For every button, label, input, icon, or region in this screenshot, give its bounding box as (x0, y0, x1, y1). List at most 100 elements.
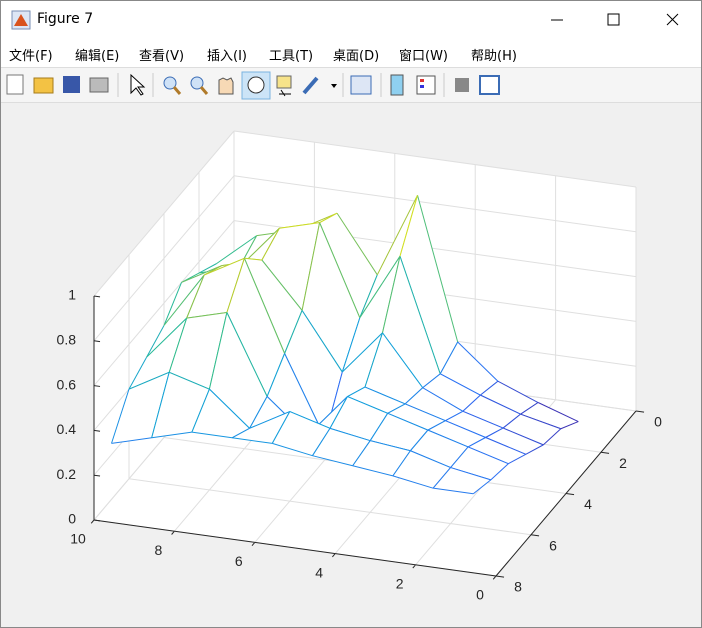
mesh-edge (191, 388, 210, 433)
grid-line (233, 175, 637, 233)
mesh-edge (352, 440, 371, 467)
mesh-edge (341, 332, 383, 373)
mesh-face (392, 450, 451, 489)
mesh-edge (404, 387, 424, 405)
window-title: Figure 7 (37, 11, 94, 27)
mesh-edge (226, 312, 268, 397)
x-tick (171, 530, 175, 535)
mesh-face (485, 428, 544, 455)
mesh-edge (422, 373, 441, 389)
mesh-edge (370, 440, 411, 452)
x-tick-label: 4 (315, 564, 323, 580)
y-tick-label: 8 (514, 579, 522, 595)
y-tick (565, 493, 575, 496)
grid-line (93, 175, 235, 342)
mesh-edge (312, 455, 353, 467)
mesh-edge (439, 341, 459, 375)
mesh-face (226, 258, 285, 397)
mesh-edge (422, 387, 464, 412)
mesh-edge (186, 312, 227, 319)
mesh-edge (508, 453, 527, 465)
mesh-edge (502, 427, 544, 446)
mesh-edge (347, 386, 366, 397)
menu-item[interactable]: 工具(T) (269, 49, 314, 64)
mesh-edge (410, 429, 429, 452)
mesh-face (503, 414, 561, 445)
mesh-face (261, 222, 320, 311)
mesh-edge (485, 427, 504, 438)
mesh-face (347, 387, 406, 414)
plot: 0 2 4 6 8 10 0 2 4 6 8 0 0.2 0.4 0.6 0.8 1 (57, 130, 662, 603)
mesh-edge (399, 195, 418, 257)
mesh-edge (520, 413, 561, 430)
mesh-edge (163, 282, 182, 326)
mesh-face (342, 256, 400, 373)
mesh-edge (427, 429, 469, 448)
mesh-edge (341, 317, 361, 373)
mesh-face (359, 195, 418, 318)
mesh-edge (284, 310, 303, 354)
mesh-face (312, 428, 371, 466)
mesh-edge (111, 437, 152, 444)
grid-line (233, 130, 637, 188)
mesh-edge (450, 467, 491, 481)
mesh-edge (232, 437, 273, 444)
menu-item[interactable]: 插入(I) (207, 49, 247, 64)
mesh-edge (352, 465, 394, 477)
mesh-face (352, 440, 411, 476)
menu-item[interactable]: 窗口(W) (399, 49, 448, 64)
mesh-face (370, 413, 428, 451)
mesh-face (387, 403, 446, 431)
menu-item[interactable]: 查看(V) (139, 49, 185, 64)
mesh-edge (450, 446, 469, 468)
mesh-edge (405, 403, 446, 422)
mesh-edge (243, 258, 286, 354)
mesh-face (319, 213, 378, 318)
mesh-edge (359, 274, 378, 319)
mesh-edge (289, 411, 331, 429)
menu-item[interactable]: 帮助(H) (471, 49, 517, 64)
z-tick-label: 1 (68, 287, 76, 303)
z-tick-label: 0.8 (57, 332, 77, 348)
mesh-edge (168, 317, 188, 373)
mesh-edge (111, 388, 130, 444)
z-tick (93, 474, 101, 477)
x-tick-label: 6 (235, 553, 243, 569)
x-tick-label: 2 (396, 576, 404, 592)
menu-item[interactable]: 编辑(E) (75, 49, 120, 64)
mesh-edge (198, 263, 217, 274)
mesh-edge (433, 487, 474, 495)
window-controls[interactable] (541, 1, 701, 39)
mesh-edge (462, 394, 481, 412)
mesh-face (462, 395, 521, 429)
mesh-edge (364, 386, 406, 405)
y-tick-label: 4 (584, 496, 592, 512)
toolbar-icons[interactable] (1, 68, 701, 102)
menu-item[interactable]: 文件(F) (9, 49, 53, 64)
mesh-edge (208, 312, 228, 390)
mesh-face (151, 372, 210, 438)
x-tick-label: 0 (476, 587, 484, 603)
mesh-face (468, 437, 526, 464)
y-tick-label: 6 (549, 537, 557, 553)
mesh-face (191, 389, 250, 438)
mesh-edge (445, 410, 464, 422)
mesh-edge (480, 394, 521, 415)
mesh-edge (319, 212, 338, 224)
menu-bar: 文件(F) 编辑(E) 查看(V) 插入(I) 工具(T) 桌面(D) 窗口(W) 帮助(H) (1, 39, 701, 67)
mesh-edge (525, 444, 544, 455)
x-tick (251, 542, 256, 547)
mesh-edge (249, 411, 290, 429)
menu-item[interactable]: 桌面(D) (333, 49, 380, 64)
mesh-face (284, 310, 343, 438)
mesh-edge (128, 371, 170, 390)
mesh-edge (191, 431, 233, 439)
mesh-edge (209, 388, 250, 429)
grid-line (93, 130, 235, 297)
axis-line (93, 519, 497, 577)
mesh-edge (151, 372, 170, 438)
mesh-edge (480, 380, 499, 396)
mesh-edge (261, 259, 303, 311)
mesh-face (232, 411, 290, 444)
mesh-edge (261, 228, 280, 261)
